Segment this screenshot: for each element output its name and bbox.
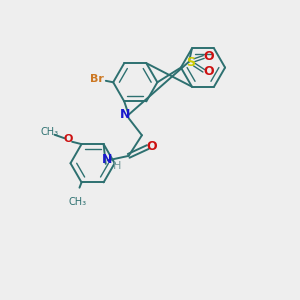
Text: O: O <box>203 65 214 79</box>
Text: CH₃: CH₃ <box>40 127 58 137</box>
Text: CH₃: CH₃ <box>68 197 86 207</box>
Text: N: N <box>120 108 130 121</box>
Text: H: H <box>113 161 121 171</box>
Text: O: O <box>146 140 157 153</box>
Text: O: O <box>203 50 214 63</box>
Text: Br: Br <box>90 74 104 84</box>
Text: S: S <box>186 56 195 69</box>
Text: N: N <box>102 153 112 166</box>
Text: O: O <box>63 134 73 144</box>
